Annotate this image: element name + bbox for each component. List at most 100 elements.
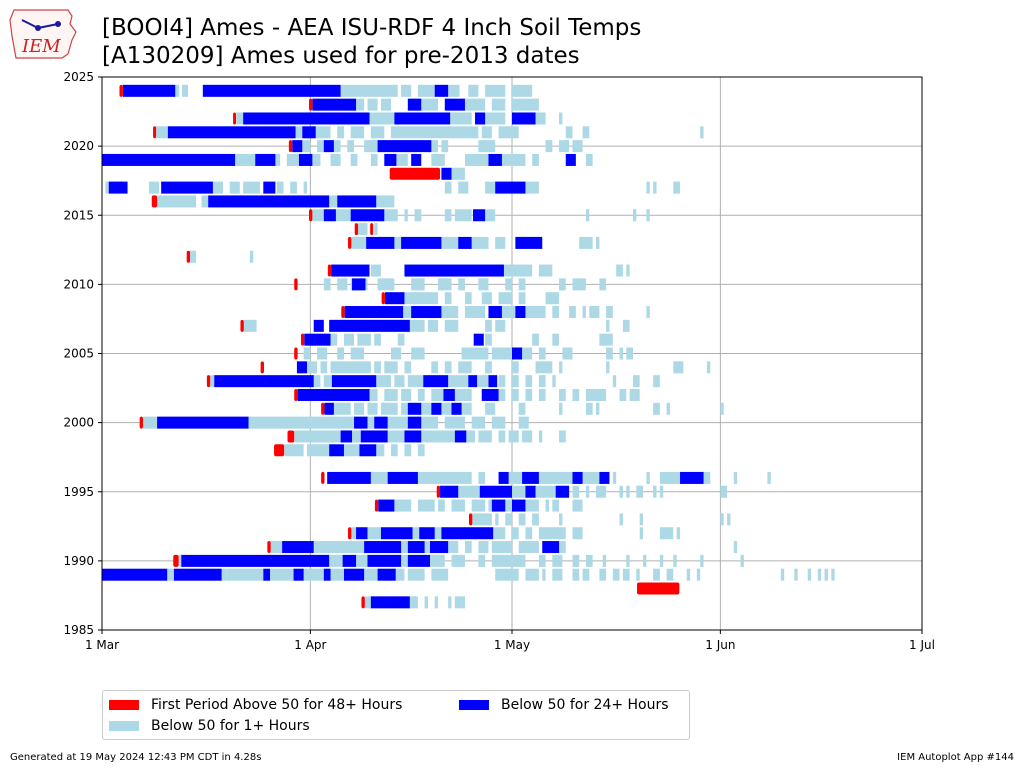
bar-light-2001-10 [559, 402, 563, 415]
bar-light-2004-2 [330, 361, 371, 374]
bar-light-2010-0 [323, 278, 331, 291]
bar-red-2015 [309, 209, 313, 222]
bar-light-1989-9 [431, 568, 449, 581]
bar-blue-1991-2 [407, 541, 425, 554]
bar-red-1996 [321, 471, 325, 484]
bar-light-2013-3 [471, 236, 489, 249]
bar-light-1989-1 [221, 568, 227, 581]
bar-blue-2002-0 [297, 388, 370, 401]
bar-blue-1989-6 [377, 568, 396, 581]
bar-blue-2019-5 [488, 153, 502, 166]
bar-light-2005-12 [619, 347, 623, 360]
bar-light-2024-6 [468, 84, 479, 97]
bar-light-1987-0 [364, 596, 371, 609]
bar-light-2011-2 [538, 264, 553, 277]
bar-light-2003-7 [477, 375, 489, 388]
bar-blue-2008-0 [344, 306, 404, 319]
bar-light-2017-8 [444, 181, 452, 194]
bar-red-2004 [260, 361, 264, 374]
bar-blue-2015-0 [323, 209, 336, 222]
iem-logo: IEM [8, 6, 80, 68]
bar-blue-2000-2 [374, 416, 388, 429]
bar-light-2009-6 [545, 292, 560, 305]
bar-light-2008-8 [589, 306, 600, 319]
app-label: IEM Autoplot App #144 [897, 752, 1014, 763]
bar-blue-1999-3 [454, 430, 467, 443]
bar-red-2013 [348, 236, 352, 249]
bar-light-2005-13 [626, 347, 633, 360]
chart-title: [BOOI4] Ames - AEA ISU-RDF 4 Inch Soil T… [102, 14, 641, 70]
bar-light-1990-15 [659, 554, 664, 567]
bar-light-2000-1 [248, 416, 355, 429]
bar-light-2015-8 [585, 209, 590, 222]
bar-light-2016-3 [376, 195, 395, 208]
bar-blue-1990-0 [181, 554, 330, 567]
bar-light-1998-5 [404, 444, 412, 457]
bar-light-1994-6 [505, 499, 512, 512]
y-tick-label-7: 2020 [63, 139, 94, 153]
bar-light-1990-3 [401, 554, 408, 567]
bar-light-1990-1 [329, 554, 343, 567]
bar-light-2004-9 [485, 361, 492, 374]
bar-blue-2017-2 [263, 181, 276, 194]
bar-light-2020-2 [333, 140, 341, 153]
bar-light-1996-5 [582, 471, 600, 484]
bar-light-1993-9 [727, 513, 731, 526]
legend-swatch-light [109, 721, 139, 731]
bar-light-1989-27 [817, 568, 822, 581]
bar-light-2004-4 [384, 361, 398, 374]
bar-light-2006-0 [330, 333, 338, 346]
y-tick-label-3: 2000 [63, 416, 94, 430]
bar-light-2017-9 [458, 181, 469, 194]
bar-light-2021-3 [337, 126, 344, 139]
bar-light-2024-1 [181, 84, 189, 97]
bar-light-2004-0 [307, 361, 318, 374]
x-tick-label-4: 1 Jul [909, 638, 935, 652]
bar-light-2020-0 [302, 140, 311, 153]
bar-blue-1991-3 [430, 541, 449, 554]
bar-light-1994-4 [471, 499, 486, 512]
bar-blue-1995-3 [555, 485, 570, 498]
x-tick-label-1: 1 Apr [294, 638, 326, 652]
bar-light-2020-5 [431, 140, 439, 153]
bar-blue-2010-0 [352, 278, 366, 291]
bar-light-2023-6 [512, 98, 539, 111]
bar-blue-1994-0 [378, 499, 395, 512]
bar-blue-2017-1 [161, 181, 213, 194]
generated-text: Generated at 19 May 2024 12:43 PM CDT in… [10, 752, 262, 763]
bar-blue-2007-0 [313, 319, 324, 332]
bar-light-1996-4 [538, 471, 573, 484]
bar-light-2009-3 [481, 292, 492, 305]
bar-light-1992-10 [659, 527, 674, 540]
bar-light-1991-5 [464, 541, 472, 554]
bar-light-2013-2 [441, 236, 459, 249]
bar-light-1989-15 [582, 568, 590, 581]
y-tick-label-8: 2025 [63, 70, 94, 84]
bar-light-2008-7 [582, 306, 586, 319]
bar-light-1998-0 [284, 444, 304, 457]
bar-blue-2000-1 [354, 416, 368, 429]
bar-blue-1994-1 [491, 499, 506, 512]
bar-red-2008 [341, 306, 345, 319]
bar-light-1994-9 [552, 499, 560, 512]
bar-light-1989-5 [330, 568, 344, 581]
bar-light-1987-4 [448, 596, 452, 609]
bar-light-2000-2 [367, 416, 375, 429]
bar-light-2006-1 [343, 333, 355, 346]
bar-light-1996-8 [659, 471, 681, 484]
bar-light-1999-2 [387, 430, 405, 443]
bar-red-1999 [287, 430, 295, 443]
bar-light-2020-7 [478, 140, 496, 153]
bar-light-1989-6 [364, 568, 378, 581]
bar-light-1991-7 [491, 541, 512, 554]
bar-light-2010-6 [458, 278, 465, 291]
bar-light-1989-11 [525, 568, 539, 581]
bar-light-2011-4 [626, 264, 630, 277]
title-line-1: [BOOI4] Ames - AEA ISU-RDF 4 Inch Soil T… [102, 15, 642, 41]
bar-light-1993-7 [639, 513, 644, 526]
bar-red-2022 [233, 112, 237, 125]
bar-light-1994-8 [545, 499, 549, 512]
legend-label-light: Below 50 for 1+ Hours [151, 718, 310, 734]
bar-light-1989-26 [807, 568, 812, 581]
bar-light-2010-9 [518, 278, 526, 291]
